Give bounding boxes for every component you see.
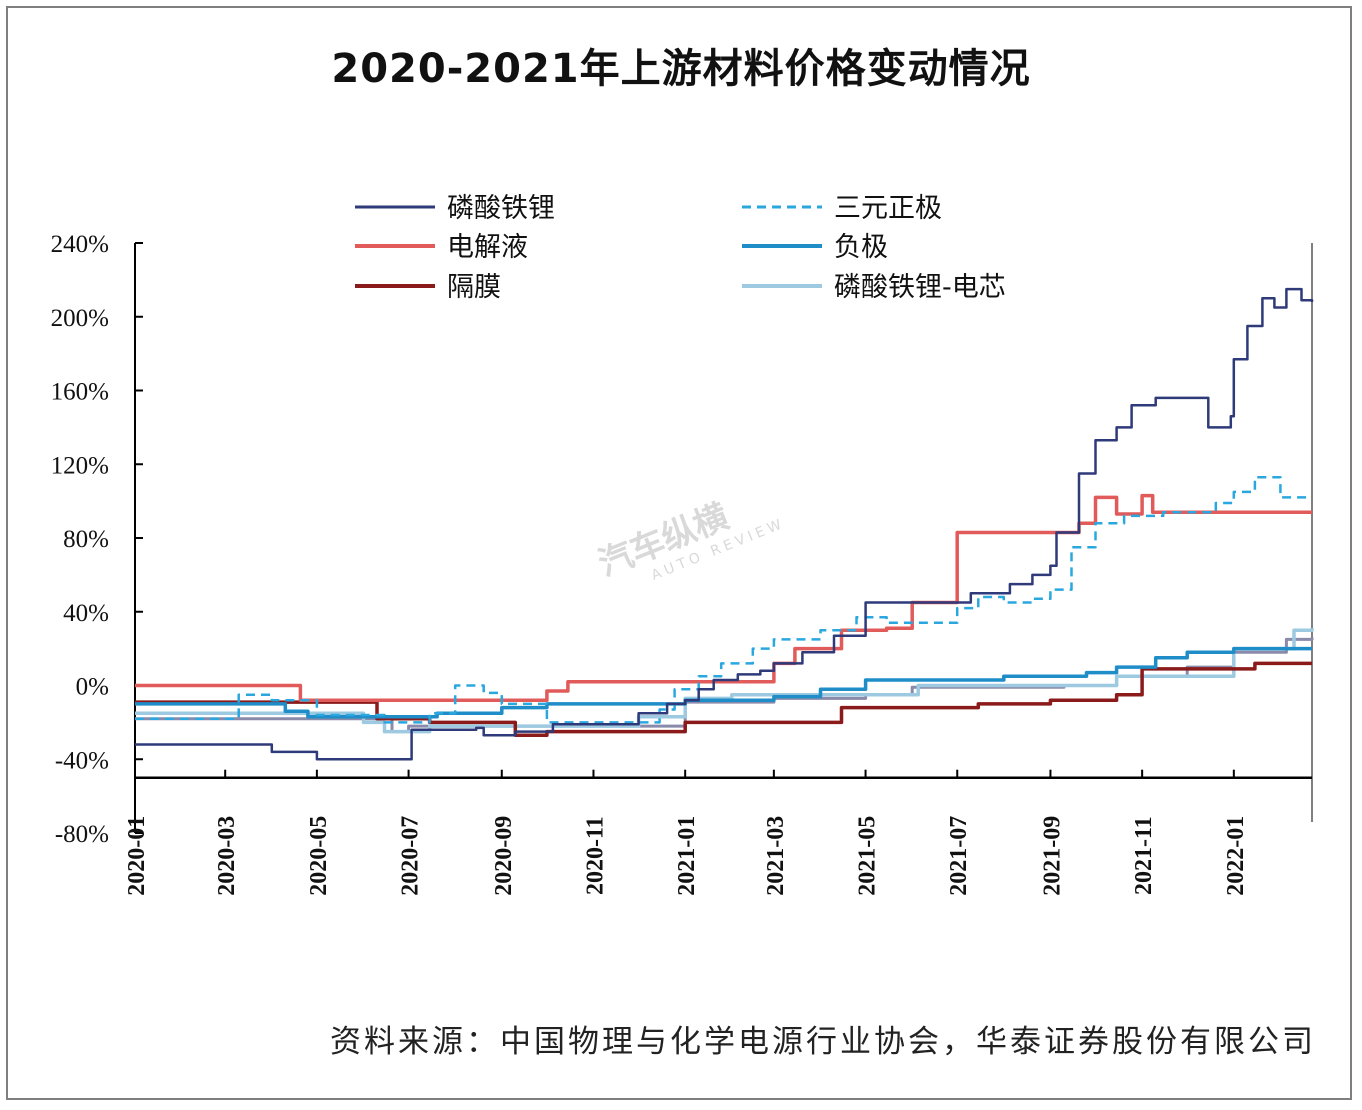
x-tick-label: 2020-03 [214, 816, 240, 896]
y-tick-label: 0% [76, 674, 109, 701]
y-tick-label: -40% [55, 747, 109, 774]
legend-label: 隔膜 [447, 272, 501, 303]
y-tick-label: 160% [51, 379, 109, 406]
series-line [135, 646, 1312, 719]
x-tick-label: 2020-01 [124, 816, 150, 896]
x-tick-label: 2022-01 [1223, 816, 1249, 896]
series-line [135, 475, 1312, 724]
legend-label: 负极 [834, 232, 888, 263]
x-tick-label: 2021-05 [855, 816, 881, 896]
chart-title: 2020-2021年上游材料价格变动情况 [331, 46, 1031, 92]
y-tick-label: -80% [55, 821, 109, 848]
chart-frame [6, 6, 1352, 1100]
x-tick-label: 2021-03 [763, 816, 789, 896]
legend-label: 电解液 [447, 232, 528, 263]
x-tick-label: 2021-11 [1131, 816, 1157, 895]
legend-label: 磷酸铁锂-电芯 [834, 272, 1006, 303]
y-tick-label: 200% [51, 305, 109, 332]
legend-label: 磷酸铁锂 [447, 193, 555, 224]
x-tick-label: 2020-07 [398, 816, 424, 896]
series-line [135, 287, 1314, 761]
x-tick-label: 2021-09 [1039, 816, 1065, 896]
x-tick-label: 2020-05 [306, 816, 332, 896]
legend-label: 三元正极 [834, 193, 942, 224]
y-tick-label: 120% [51, 452, 109, 479]
x-tick-label: 2020-09 [491, 816, 517, 896]
series-line [135, 493, 1312, 703]
y-tick-label: 40% [63, 600, 109, 627]
y-tick-label: 80% [63, 526, 109, 553]
y-tick-label: 240% [51, 231, 109, 258]
series-line [135, 628, 1314, 734]
x-tick-label: 2021-01 [674, 816, 700, 896]
source-note: 资料来源：中国物理与化学电源行业协会，华泰证券股份有限公司 [330, 1024, 1316, 1060]
x-tick-label: 2020-11 [582, 816, 608, 895]
x-tick-label: 2021-07 [946, 816, 972, 896]
